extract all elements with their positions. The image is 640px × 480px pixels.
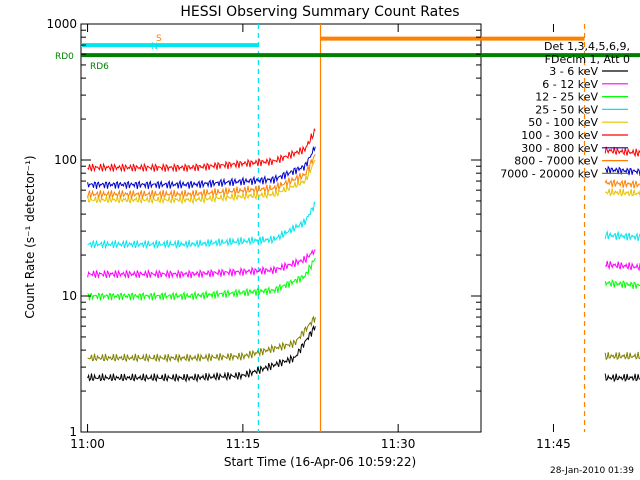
x-tick-label-3: 11:45 (536, 437, 571, 451)
flag-label-3: S (156, 34, 162, 44)
chart-title: HESSI Observing Summary Count Rates (180, 4, 460, 20)
series-25-50kev-1 (604, 230, 640, 242)
flag-label-1: RD6 (90, 62, 109, 72)
x-tick-label-1: 11:15 (226, 437, 261, 451)
x-tick-label-0: 11:00 (70, 437, 105, 451)
footer-timestamp: 28-Jan-2010 01:39 (549, 466, 634, 476)
x-tick-label-2: 11:30 (381, 437, 416, 451)
flag-label-2: N (151, 42, 158, 52)
legend-label-7: 800 - 7000 keV (514, 155, 598, 168)
series-50-100kev-0 (87, 159, 316, 206)
y-axis-label: Count Rate (s⁻¹ detector⁻¹) (23, 155, 37, 319)
series-12-25kev-0 (87, 257, 316, 301)
y-tick-label-2: 100 (54, 153, 77, 167)
legend-label-5: 100 - 300 keV (521, 129, 598, 142)
series-50-100kev-1 (604, 188, 640, 198)
series-300-800kev-0 (87, 145, 316, 190)
series-3-6kev-0 (87, 324, 316, 383)
y-tick-label-0: 1 (69, 425, 77, 439)
series-7000-20000kev-1 (604, 351, 640, 361)
plot-frame (80, 23, 482, 433)
legend-label-8: 7000 - 20000 keV (500, 167, 598, 180)
series-300-800kev-1 (604, 165, 640, 176)
series-12-25kev-1 (604, 278, 640, 290)
y-tick-label-1: 10 (62, 289, 77, 303)
legend-label-0: 3 - 6 keV (549, 65, 598, 78)
legend-title-1: Det 1,3,4,5,6,9, (543, 40, 630, 53)
legend-label-1: 6 - 12 keV (542, 78, 598, 91)
series-6-12kev-0 (87, 248, 316, 279)
series-3-6kev-1 (604, 373, 640, 383)
flag-label-0: RD0 (55, 52, 74, 62)
legend-label-4: 50 - 100 keV (528, 116, 598, 129)
series-800-7000kev-0 (87, 154, 316, 200)
series-100-300kev-0 (87, 128, 316, 173)
x-axis-label: Start Time (16-Apr-06 10:59:22) (223, 455, 417, 469)
legend-label-3: 25 - 50 keV (535, 103, 598, 116)
series-7000-20000kev-0 (87, 315, 316, 364)
legend-title-2: FDecim 1, Att 0 (544, 53, 630, 66)
y-tick-label-3: 1000 (46, 17, 77, 31)
legend-label-2: 12 - 25 keV (535, 91, 598, 104)
legend-label-6: 300 - 800 keV (521, 142, 598, 155)
series-25-50kev-0 (87, 201, 316, 250)
series-6-12kev-1 (604, 260, 640, 272)
